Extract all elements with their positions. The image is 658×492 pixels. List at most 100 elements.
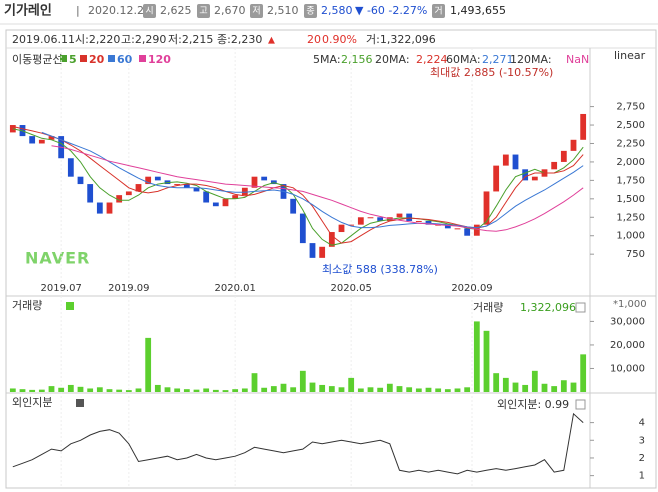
ma-readout-value: 2,156 — [341, 53, 373, 66]
y-tick-label: 4 — [639, 418, 645, 429]
ma-readout-label: 60MA: — [446, 53, 481, 66]
volume-bar — [145, 337, 152, 392]
legend-swatch — [76, 399, 84, 407]
candle — [396, 213, 403, 218]
candle — [67, 158, 74, 177]
volume-bar — [48, 386, 55, 392]
info-low: 저:2,215 — [168, 33, 213, 46]
stock-name: 기가레인 — [4, 3, 52, 19]
volume-bar — [212, 389, 219, 392]
candle — [241, 187, 248, 196]
volume-readout: 1,322,096 — [520, 301, 576, 314]
icon-label: 시 — [145, 6, 153, 17]
icon — [432, 4, 445, 18]
volume-bar — [106, 389, 113, 392]
candle — [212, 202, 219, 207]
volume-bar — [570, 382, 577, 392]
legend-swatch — [60, 55, 67, 62]
icon — [197, 4, 210, 18]
info-high: 고:2,290 — [121, 33, 166, 46]
candle — [357, 217, 364, 225]
volume-bar — [512, 382, 519, 392]
candle — [290, 198, 297, 214]
volume-bar — [444, 389, 451, 392]
candle — [580, 113, 587, 140]
candle — [106, 202, 113, 214]
volume-bar — [551, 386, 558, 392]
volume-bar — [58, 387, 65, 392]
ma-readout-label: 20MA: — [375, 53, 410, 66]
volume-bar — [299, 370, 306, 392]
volume-bar — [415, 388, 422, 392]
candle — [377, 217, 384, 221]
volume-bar — [580, 354, 587, 392]
volume-bar — [531, 370, 538, 392]
y-tick-label: 20,000 — [610, 340, 645, 351]
icon-label: 종 — [306, 6, 314, 17]
volume-bar — [164, 387, 171, 392]
volume-readout-label: 거래량 — [473, 301, 503, 314]
volume-bar — [386, 383, 393, 392]
ma-readout-label: 5MA: — [313, 53, 341, 66]
volume-bar — [454, 388, 461, 392]
volume-bar — [19, 389, 26, 392]
candle — [222, 198, 229, 207]
close-button[interactable] — [575, 399, 586, 410]
candle — [454, 228, 461, 230]
info-date: 2019.06.11 — [12, 33, 75, 46]
separator: | — [76, 4, 80, 17]
candle — [560, 150, 567, 162]
volume-bar — [493, 373, 500, 392]
icon-label: 저 — [252, 6, 260, 17]
candle — [174, 184, 181, 186]
volume-bar — [319, 384, 326, 392]
open: 2,625 — [160, 4, 192, 17]
candle — [203, 191, 210, 203]
candle — [96, 202, 103, 214]
candle — [464, 228, 471, 236]
volume-bar — [338, 387, 345, 392]
y-tick-label: 1,250 — [616, 212, 645, 223]
x-tick-label: 2019.09 — [108, 283, 149, 294]
candle — [251, 176, 258, 188]
legend-title: 이동평균선 — [12, 53, 63, 66]
x-tick-label: 2020.09 — [451, 283, 492, 294]
volume-title: 거래량 — [12, 299, 42, 312]
high: 2,670 — [214, 4, 246, 17]
volume-bar — [135, 388, 142, 392]
volume-bar — [87, 388, 94, 392]
y-tick-label: 1 — [639, 471, 645, 482]
candle — [328, 232, 335, 247]
info-volume: 거:1,322,096 — [366, 33, 436, 46]
volume-bar — [464, 387, 471, 392]
y-tick-label: 2,250 — [616, 138, 645, 149]
volume-bar — [377, 387, 384, 392]
y-tick-label: 2,750 — [616, 102, 645, 113]
volume-bar — [9, 388, 16, 392]
candle — [348, 224, 355, 226]
y-tick-label: 2,500 — [616, 120, 645, 131]
x-tick-label: 2020.01 — [214, 283, 255, 294]
info-change: 20 — [307, 33, 321, 46]
volume-bar — [396, 386, 403, 392]
volume-bar — [116, 389, 123, 392]
volume-bar — [367, 387, 374, 392]
volume-bar — [357, 388, 364, 392]
candle — [570, 139, 577, 151]
close-button[interactable] — [575, 302, 586, 313]
info-change-mark: ▲ — [268, 36, 275, 46]
candle — [309, 243, 316, 258]
low: 2,510 — [267, 4, 299, 17]
candle — [338, 224, 345, 233]
volume-bar — [473, 321, 480, 392]
y-tick-label: 750 — [626, 249, 645, 260]
volume-bar — [67, 384, 74, 392]
icon-label: 고 — [199, 7, 207, 17]
y-tick-label: 1,000 — [616, 231, 645, 242]
candle — [183, 184, 190, 188]
volume-bar — [290, 387, 297, 392]
ma-readout-value: 2,271 — [482, 53, 514, 66]
icon — [250, 4, 263, 18]
ma-line — [41, 131, 584, 229]
unit-label: *1,000 — [613, 299, 647, 310]
